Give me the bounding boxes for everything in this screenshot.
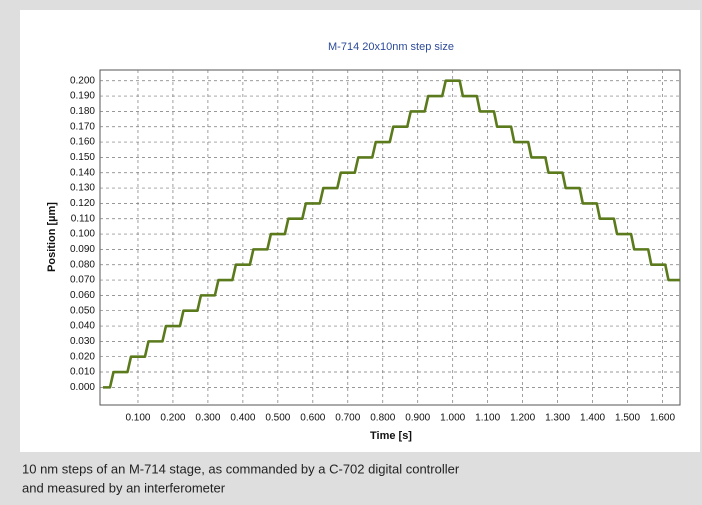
y-axis-label: Position [µm] bbox=[46, 202, 58, 272]
caption: 10 nm steps of an M-714 stage, as comman… bbox=[22, 461, 460, 476]
y-tick-label: 0.100 bbox=[70, 229, 95, 240]
y-tick-label: 0.150 bbox=[70, 152, 95, 163]
x-tick-label: 0.400 bbox=[230, 413, 255, 424]
caption: and measured by an interferometer bbox=[22, 480, 226, 495]
chart-title: M-714 20x10nm step size bbox=[328, 41, 454, 53]
y-tick-label: 0.200 bbox=[70, 75, 95, 86]
x-tick-label: 0.700 bbox=[335, 413, 360, 424]
y-tick-label: 0.190 bbox=[70, 91, 95, 102]
y-tick-label: 0.000 bbox=[70, 382, 95, 393]
y-tick-label: 0.010 bbox=[70, 367, 95, 378]
x-tick-label: 1.600 bbox=[650, 413, 675, 424]
chart-panel bbox=[20, 10, 700, 452]
x-tick-label: 0.800 bbox=[370, 413, 395, 424]
x-tick-label: 1.400 bbox=[580, 413, 605, 424]
y-tick-label: 0.070 bbox=[70, 275, 95, 286]
y-tick-label: 0.130 bbox=[70, 183, 95, 194]
data-line bbox=[103, 79, 680, 389]
y-tick-label: 0.020 bbox=[70, 351, 95, 362]
x-tick-label: 0.500 bbox=[265, 413, 290, 424]
y-tick-label: 0.170 bbox=[70, 121, 95, 132]
x-tick-label: 1.000 bbox=[440, 413, 465, 424]
x-tick-label: 0.100 bbox=[125, 413, 150, 424]
plot-area bbox=[99, 69, 681, 406]
y-tick-label: 0.030 bbox=[70, 336, 95, 347]
x-tick-label: 0.600 bbox=[300, 413, 325, 424]
y-tick-label: 0.160 bbox=[70, 137, 95, 148]
y-tick-label: 0.140 bbox=[70, 167, 95, 178]
y-tick-label: 0.080 bbox=[70, 259, 95, 270]
x-tick-label: 1.300 bbox=[545, 413, 570, 424]
x-tick-label: 1.200 bbox=[510, 413, 535, 424]
y-tick-label: 0.180 bbox=[70, 106, 95, 117]
y-tick-label: 0.110 bbox=[71, 213, 96, 224]
y-tick-label: 0.040 bbox=[70, 321, 95, 332]
x-tick-label: 1.100 bbox=[475, 413, 500, 424]
x-tick-label: 0.900 bbox=[405, 413, 430, 424]
x-tick-label: 0.200 bbox=[160, 413, 185, 424]
x-tick-label: 0.300 bbox=[195, 413, 220, 424]
y-tick-label: 0.120 bbox=[70, 198, 95, 209]
y-tick-label: 0.060 bbox=[70, 290, 95, 301]
x-tick-label: 1.500 bbox=[615, 413, 640, 424]
y-tick-label: 0.050 bbox=[70, 305, 95, 316]
x-axis-label: Time [s] bbox=[370, 430, 412, 442]
y-tick-label: 0.090 bbox=[70, 244, 95, 255]
